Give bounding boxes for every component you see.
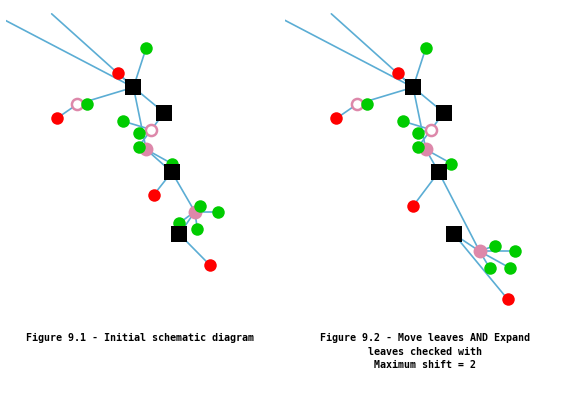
Text: Figure 9.1 - Initial schematic diagram: Figure 9.1 - Initial schematic diagram (26, 333, 254, 344)
Text: Figure 9.2 - Move leaves AND Expand
leaves checked with
Maximum shift = 2: Figure 9.2 - Move leaves AND Expand leav… (320, 333, 530, 370)
